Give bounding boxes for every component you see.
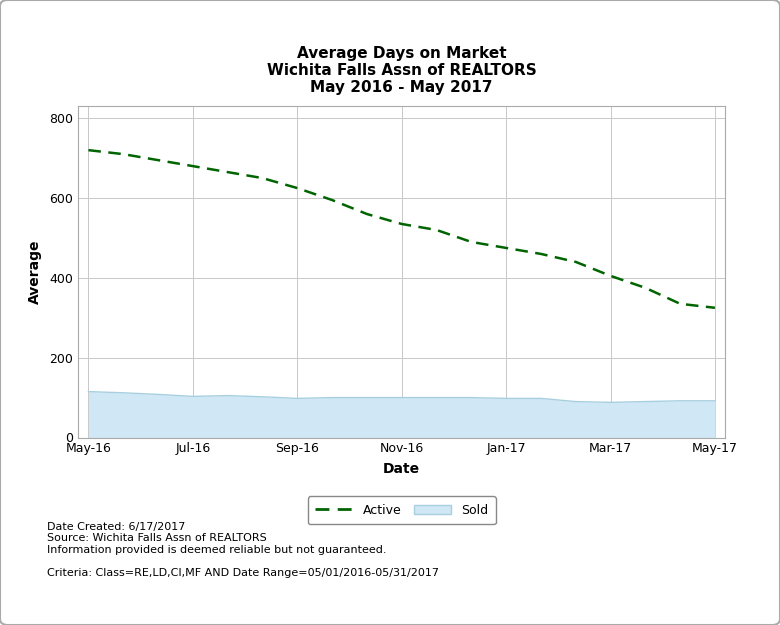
Text: Date Created: 6/17/2017
Source: Wichita Falls Assn of REALTORS
Information provi: Date Created: 6/17/2017 Source: Wichita … bbox=[47, 522, 439, 578]
X-axis label: Date: Date bbox=[383, 462, 420, 476]
Title: Average Days on Market
Wichita Falls Assn of REALTORS
May 2016 - May 2017: Average Days on Market Wichita Falls Ass… bbox=[267, 46, 537, 96]
Legend: Active, Sold: Active, Sold bbox=[307, 496, 496, 524]
Y-axis label: Average: Average bbox=[28, 239, 42, 304]
